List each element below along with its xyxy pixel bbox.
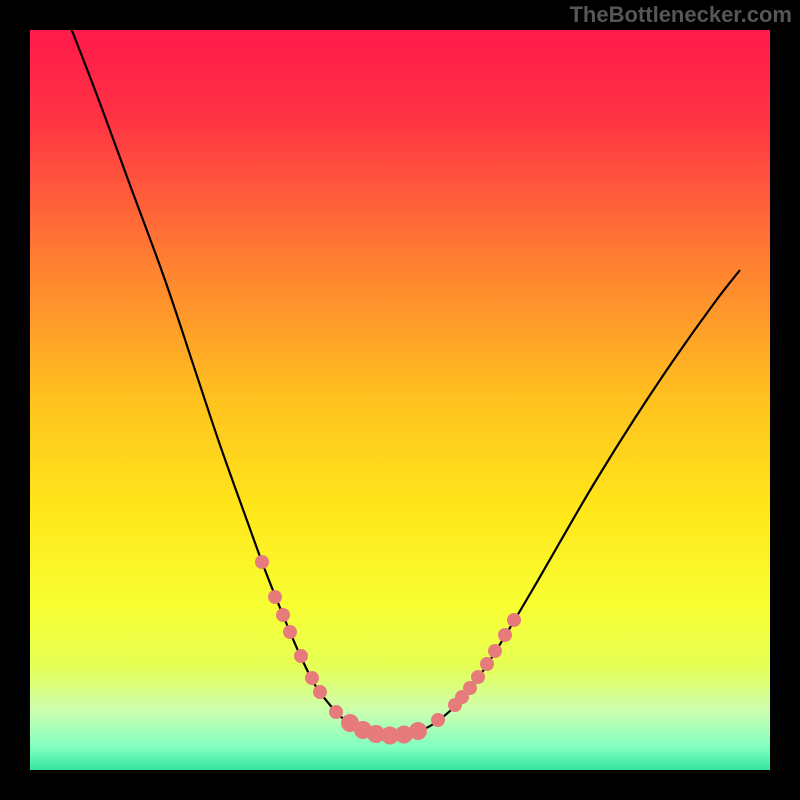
data-marker xyxy=(305,671,319,685)
data-marker xyxy=(276,608,290,622)
bottleneck-curve xyxy=(60,30,740,736)
data-marker xyxy=(507,613,521,627)
data-marker xyxy=(480,657,494,671)
data-marker xyxy=(329,705,343,719)
watermark-text: TheBottlenecker.com xyxy=(569,2,792,28)
frame-bottom xyxy=(0,770,800,800)
data-marker xyxy=(255,555,269,569)
data-marker xyxy=(313,685,327,699)
data-marker xyxy=(409,722,427,740)
curve-layer xyxy=(30,30,770,770)
data-marker xyxy=(268,590,282,604)
data-marker xyxy=(283,625,297,639)
data-marker xyxy=(471,670,485,684)
frame-left xyxy=(0,0,30,800)
plot-area xyxy=(30,30,770,770)
data-marker xyxy=(498,628,512,642)
data-marker xyxy=(431,713,445,727)
frame-right xyxy=(770,0,800,800)
data-marker xyxy=(488,644,502,658)
data-marker xyxy=(294,649,308,663)
